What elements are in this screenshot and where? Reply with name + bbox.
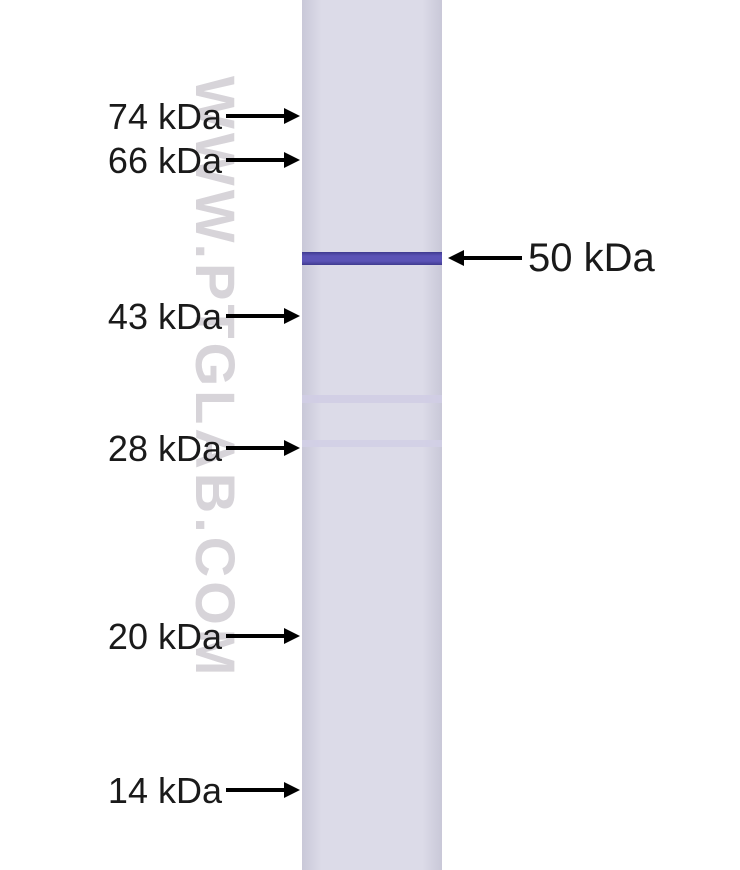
gel-lane (302, 0, 442, 870)
marker-label-left: 14 kDa (108, 770, 222, 812)
marker-label-left: 20 kDa (108, 616, 222, 658)
faint-band (302, 440, 442, 447)
marker-label-left: 74 kDa (108, 96, 222, 138)
marker-label-left: 66 kDa (108, 140, 222, 182)
faint-band (302, 395, 442, 403)
sample-band (302, 252, 442, 265)
marker-label-left: 43 kDa (108, 296, 222, 338)
marker-label-left: 28 kDa (108, 428, 222, 470)
marker-label-right: 50 kDa (528, 236, 655, 281)
